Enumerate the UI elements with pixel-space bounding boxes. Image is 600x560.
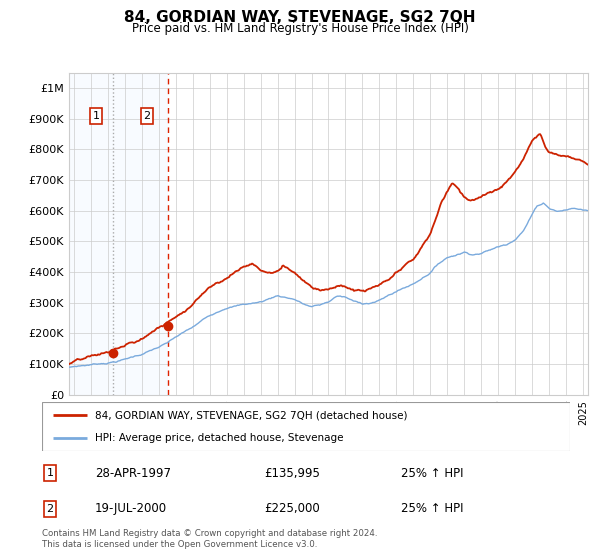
Text: 84, GORDIAN WAY, STEVENAGE, SG2 7QH: 84, GORDIAN WAY, STEVENAGE, SG2 7QH	[124, 10, 476, 25]
Text: 25% ↑ HPI: 25% ↑ HPI	[401, 502, 464, 515]
Text: 2: 2	[143, 111, 151, 121]
Text: 84, GORDIAN WAY, STEVENAGE, SG2 7QH (detached house): 84, GORDIAN WAY, STEVENAGE, SG2 7QH (det…	[95, 410, 407, 421]
Text: HPI: Average price, detached house, Stevenage: HPI: Average price, detached house, Stev…	[95, 433, 343, 444]
Text: Price paid vs. HM Land Registry's House Price Index (HPI): Price paid vs. HM Land Registry's House …	[131, 22, 469, 35]
Text: 28-APR-1997: 28-APR-1997	[95, 466, 171, 480]
Text: 1: 1	[92, 111, 100, 121]
Text: 19-JUL-2000: 19-JUL-2000	[95, 502, 167, 515]
Text: 1: 1	[46, 468, 53, 478]
Text: £135,995: £135,995	[264, 466, 320, 480]
Text: £225,000: £225,000	[264, 502, 320, 515]
Text: 25% ↑ HPI: 25% ↑ HPI	[401, 466, 464, 480]
Text: Contains HM Land Registry data © Crown copyright and database right 2024.
This d: Contains HM Land Registry data © Crown c…	[42, 529, 377, 549]
Bar	[69, 73, 168, 395]
Text: 2: 2	[46, 504, 53, 514]
